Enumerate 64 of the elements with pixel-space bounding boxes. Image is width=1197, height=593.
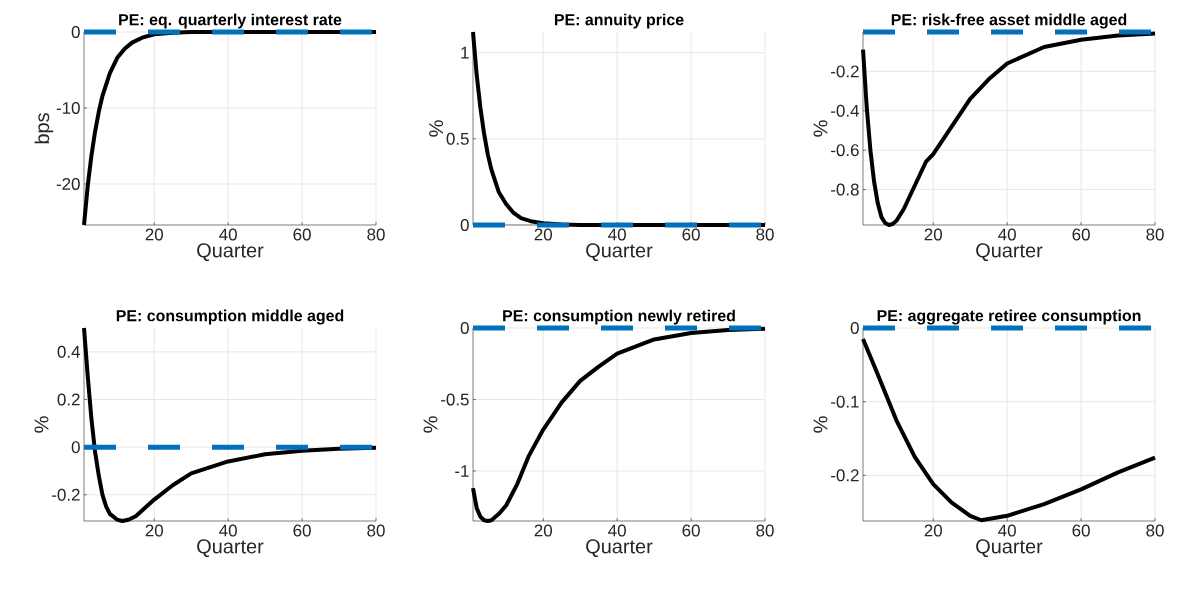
x-tick-label: 20: [924, 524, 942, 537]
x-tick-label: 40: [219, 228, 237, 241]
y-axis-title: %: [423, 416, 438, 433]
x-tick-label: 20: [534, 228, 552, 241]
x-axis-title: Quarter: [976, 539, 1043, 558]
y-axis-title: %: [813, 416, 828, 433]
chart-title: PE: consumption newly retired: [503, 309, 735, 325]
x-tick-label: 80: [367, 524, 385, 537]
x-tick-label: 60: [293, 228, 311, 241]
y-axis-title: %: [34, 416, 49, 433]
x-axis-title: Quarter: [197, 539, 264, 558]
x-axis-title: Quarter: [976, 243, 1043, 262]
x-tick-label: 40: [608, 228, 626, 241]
x-tick-label: 80: [1146, 524, 1164, 537]
y-tick-label: -1: [455, 465, 469, 477]
y-tick-label: -0.4: [831, 104, 859, 117]
y-axis-title: %: [813, 120, 828, 137]
chart-title: PE: risk-free asset middle aged: [891, 13, 1127, 29]
x-tick-label: 20: [145, 228, 163, 241]
x-tick-label: 40: [219, 524, 237, 537]
x-tick-label: 60: [682, 524, 700, 537]
y-tick-label: -0.8: [831, 183, 859, 196]
y-tick-label: 0.4: [57, 345, 80, 358]
chart-title: PE: eq. quarterly interest rate: [119, 13, 342, 29]
chart-title: PE: aggregate retiree consumption: [877, 309, 1141, 325]
line-series: [82, 326, 378, 523]
x-tick-label: 80: [1146, 228, 1164, 241]
y-tick-label: 0.2: [57, 393, 80, 406]
y-tick-label: 0: [460, 322, 469, 334]
y-axis-title: bps: [34, 113, 54, 144]
y-axis-title: %: [429, 120, 444, 137]
x-tick-label: 40: [998, 228, 1016, 241]
y-tick-label: -0.5: [441, 393, 469, 406]
x-tick-label: 40: [998, 524, 1016, 537]
y-tick-label: 1: [461, 46, 469, 59]
x-tick-label: 80: [756, 524, 774, 537]
y-tick-label: -0.1: [831, 395, 859, 408]
y-tick-label: -10: [56, 101, 80, 114]
y-tick-label: 0: [71, 441, 80, 454]
x-tick-label: 40: [608, 524, 626, 537]
x-tick-label: 80: [756, 228, 774, 241]
y-tick-label: 0: [460, 219, 469, 231]
y-tick-label: -0.2: [52, 488, 80, 501]
y-tick-label: -20: [56, 177, 80, 190]
y-tick-label: 0.5: [446, 132, 469, 145]
x-tick-label: 80: [367, 228, 385, 241]
chart-title: PE: consumption middle aged: [116, 309, 344, 325]
x-tick-label: 60: [1072, 524, 1090, 537]
x-tick-label: 60: [682, 228, 700, 241]
y-tick-label: -0.2: [831, 65, 859, 78]
x-axis-title: Quarter: [197, 243, 264, 262]
x-axis-title: Quarter: [586, 243, 653, 262]
line-series: [471, 326, 767, 523]
x-tick-label: 20: [534, 524, 552, 537]
x-axis-title: Quarter: [586, 539, 653, 558]
y-tick-label: 0: [71, 25, 80, 38]
x-tick-label: 20: [145, 524, 163, 537]
y-tick-label: -0.2: [831, 469, 859, 482]
chart-title: PE: annuity price: [554, 13, 684, 29]
y-tick-label: 0: [850, 322, 859, 334]
y-tick-label: -0.6: [831, 144, 859, 157]
x-tick-label: 20: [924, 228, 942, 241]
x-tick-label: 60: [1072, 228, 1090, 241]
x-tick-label: 60: [293, 524, 311, 537]
